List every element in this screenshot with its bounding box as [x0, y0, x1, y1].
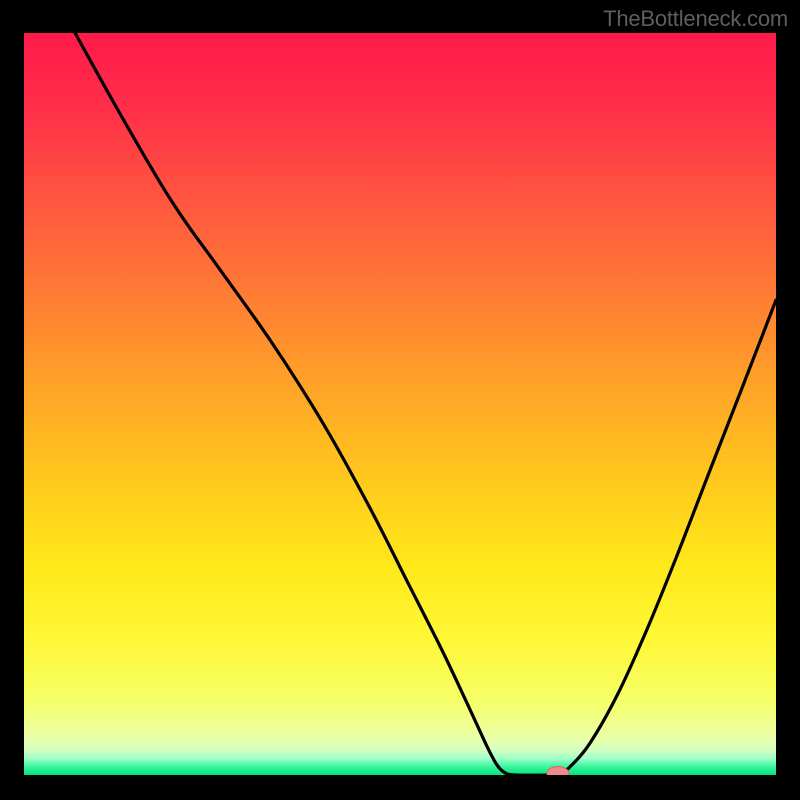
- plot-area: [24, 33, 776, 775]
- watermark-text: TheBottleneck.com: [603, 6, 788, 32]
- chart-svg: [24, 33, 776, 775]
- chart-container: TheBottleneck.com: [0, 0, 800, 800]
